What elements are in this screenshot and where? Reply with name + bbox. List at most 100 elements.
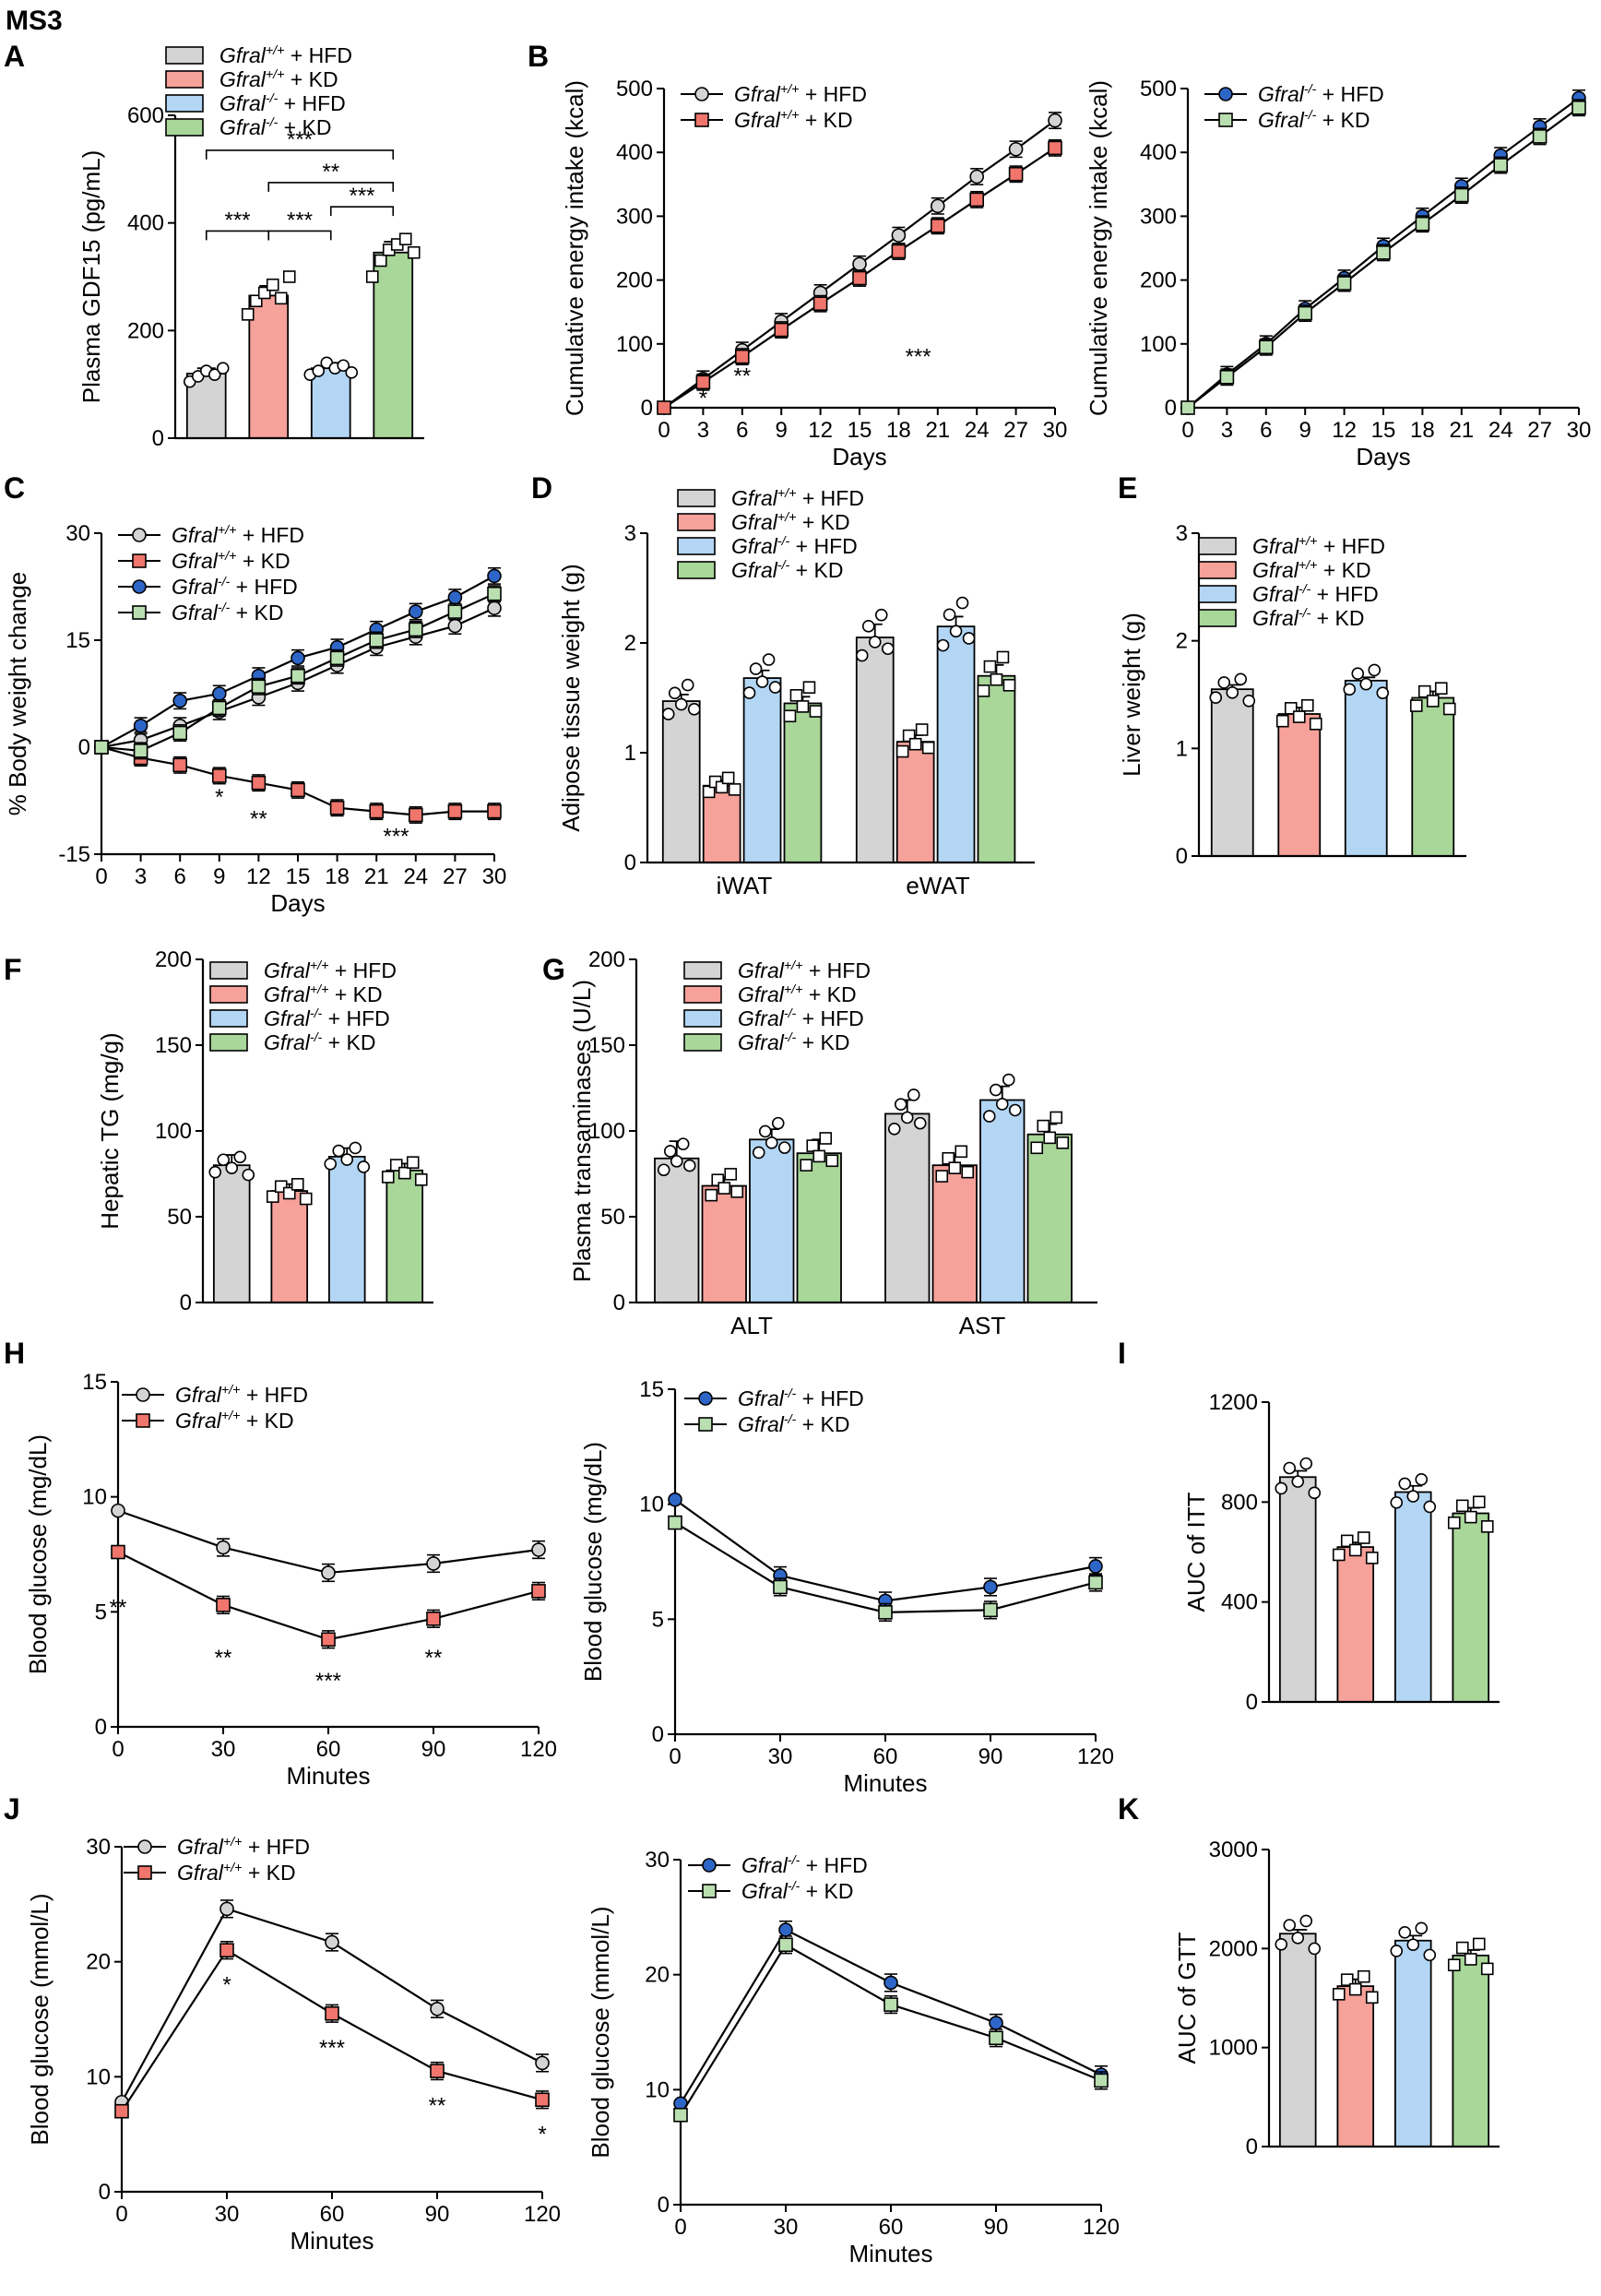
panel-J: 0 10 20 30 Blood glucose (mmol/L) 0 30 60 90 120 M… bbox=[26, 1835, 561, 2254]
data-point bbox=[673, 2107, 688, 2123]
x-tick-label: 30 bbox=[768, 1744, 793, 1769]
data-point bbox=[337, 359, 350, 373]
y-tick-label: 0 bbox=[1246, 2135, 1258, 2159]
panel-label: K bbox=[1118, 1792, 1139, 1826]
y-tick-label: 200 bbox=[1140, 268, 1177, 293]
y-axis-label: AUC of ITT bbox=[1182, 1492, 1210, 1612]
legend-label: Gfral-/- + KD bbox=[264, 1030, 375, 1054]
data-point bbox=[1357, 1531, 1370, 1544]
legend-label: Gfral+/+ + KD bbox=[734, 108, 853, 132]
series-line bbox=[680, 1943, 1102, 2116]
y-tick-label: 100 bbox=[616, 332, 653, 357]
bar bbox=[895, 741, 935, 863]
data-point bbox=[447, 803, 463, 819]
data-point bbox=[374, 254, 387, 268]
data-point bbox=[321, 1632, 336, 1648]
x-axis-label: Minutes bbox=[286, 1762, 370, 1790]
data-point bbox=[983, 1579, 998, 1595]
data-point bbox=[251, 775, 267, 791]
bar bbox=[977, 674, 1016, 863]
data-point bbox=[241, 308, 255, 321]
data-point bbox=[668, 686, 682, 700]
significance-label: * bbox=[222, 1973, 231, 1998]
bar bbox=[661, 700, 701, 863]
data-point bbox=[961, 1165, 975, 1179]
data-point bbox=[884, 1997, 898, 2012]
data-point bbox=[447, 604, 463, 619]
data-point bbox=[1464, 1953, 1477, 1966]
data-point bbox=[1050, 1111, 1063, 1124]
data-point bbox=[291, 668, 305, 684]
x-tick-label: 90 bbox=[984, 2215, 1009, 2240]
data-point bbox=[1447, 1958, 1461, 1972]
significance-label: ** bbox=[322, 160, 339, 184]
y-axis-label: Blood glucose (mg/dL) bbox=[579, 1442, 607, 1682]
panel-J2: 0 10 20 30 Blood glucose (mmol/L) 0 30 60 90 120 M… bbox=[587, 1848, 1120, 2267]
legend-marker bbox=[694, 113, 709, 127]
legend-label: Gfral+/+ + KD bbox=[264, 982, 383, 1006]
legend-swatch bbox=[165, 46, 204, 65]
x-tick-label: 30 bbox=[215, 2202, 240, 2227]
bar bbox=[936, 625, 976, 863]
data-point bbox=[1434, 682, 1448, 696]
y-tick-label: 0 bbox=[180, 1291, 192, 1315]
x-tick-label: 30 bbox=[1043, 418, 1068, 443]
data-point bbox=[695, 375, 711, 390]
legend-swatch bbox=[209, 961, 248, 980]
bar bbox=[327, 1156, 366, 1303]
y-tick-label: 2 bbox=[624, 631, 636, 656]
y-tick-label: 20 bbox=[86, 1950, 111, 1975]
data-point bbox=[721, 771, 735, 785]
y-tick-label: 500 bbox=[616, 77, 653, 101]
y-axis-label: AUC of GTT bbox=[1173, 1932, 1201, 2064]
data-point bbox=[1002, 679, 1016, 692]
data-point bbox=[908, 737, 922, 751]
x-category-label: ALT bbox=[730, 1312, 773, 1339]
data-point bbox=[1332, 1548, 1346, 1562]
legend-swatch bbox=[165, 118, 204, 137]
bar bbox=[385, 1169, 424, 1303]
data-point bbox=[535, 2092, 550, 2108]
y-tick-label: 1 bbox=[1176, 736, 1188, 761]
x-tick-label: 24 bbox=[1488, 418, 1513, 443]
data-point bbox=[990, 672, 1003, 686]
y-tick-label: 50 bbox=[167, 1205, 192, 1230]
legend-swatch bbox=[683, 1009, 722, 1028]
data-point bbox=[266, 1190, 279, 1203]
legend-label: Gfral+/+ + KD bbox=[175, 1409, 294, 1433]
data-point bbox=[1455, 1499, 1469, 1513]
data-point bbox=[487, 803, 502, 819]
data-point bbox=[773, 1579, 788, 1595]
significance-label: *** bbox=[319, 2036, 345, 2061]
data-point bbox=[955, 1145, 968, 1159]
data-point bbox=[1348, 1543, 1362, 1557]
legend-label: Gfral+/+ + KD bbox=[172, 549, 291, 573]
data-point bbox=[955, 596, 969, 610]
data-point bbox=[217, 1153, 231, 1167]
data-point bbox=[734, 349, 750, 364]
data-point bbox=[948, 1161, 962, 1174]
panel-label: J bbox=[4, 1792, 20, 1826]
y-axis-label: Plasma GDF15 (pg/mL) bbox=[77, 150, 105, 404]
legend-label: Gfral+/+ + KD bbox=[731, 510, 850, 534]
data-point bbox=[408, 807, 423, 823]
data-point bbox=[774, 322, 789, 338]
data-point bbox=[1298, 305, 1312, 321]
legend-label: Gfral+/+ + HFD bbox=[177, 1835, 310, 1859]
y-tick-label: 0 bbox=[613, 1291, 625, 1315]
legend-label: Gfral+/+ + HFD bbox=[731, 486, 864, 510]
bar bbox=[1278, 1933, 1317, 2147]
data-point bbox=[325, 1934, 339, 1950]
y-tick-label: 10 bbox=[86, 2064, 111, 2089]
y-tick-label: 500 bbox=[1140, 77, 1177, 101]
data-point bbox=[1300, 698, 1314, 712]
data-point bbox=[1217, 676, 1231, 689]
data-point bbox=[349, 1141, 362, 1155]
y-tick-label: 15 bbox=[82, 1370, 107, 1395]
data-point bbox=[682, 1159, 696, 1172]
legend-marker bbox=[1218, 87, 1233, 101]
data-point bbox=[216, 1598, 231, 1612]
legend-marker bbox=[702, 1884, 717, 1898]
